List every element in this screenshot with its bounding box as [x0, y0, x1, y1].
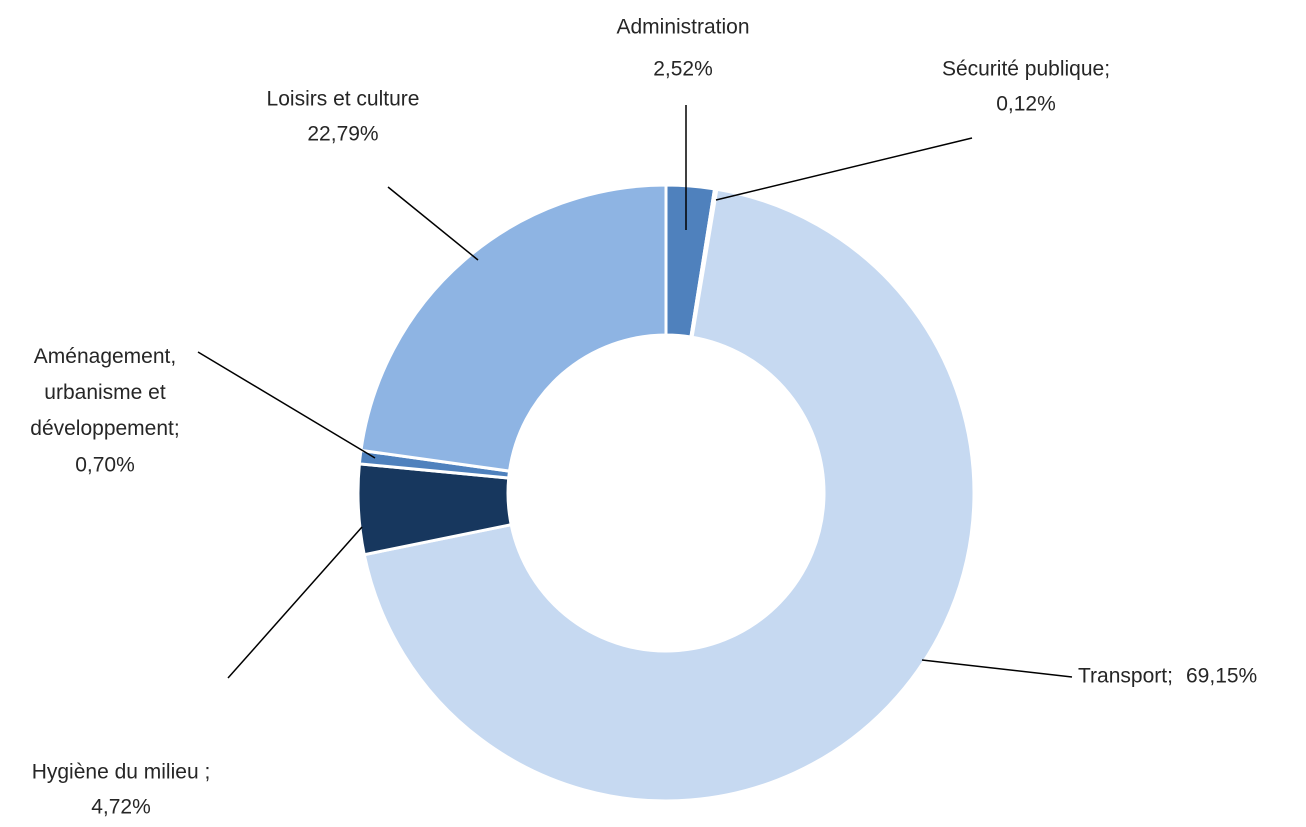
- category-label: Hygiène du milieu ;: [32, 761, 211, 784]
- value-label: 4,72%: [91, 796, 151, 819]
- leader-line: [227, 526, 363, 679]
- donut-slice: [362, 187, 976, 803]
- leader-line: [387, 186, 479, 261]
- donut-slice: [359, 183, 668, 473]
- category-label: Aménagement, urbanisme et développement;: [30, 345, 179, 440]
- leader-line: [197, 351, 376, 459]
- value-label: 0,12%: [996, 93, 1056, 116]
- value-label: 69,15%: [1186, 665, 1257, 688]
- leader-line: [715, 137, 973, 201]
- category-label: Loisirs et culture: [267, 88, 420, 111]
- leader-line: [921, 659, 1073, 678]
- value-label: 22,79%: [307, 123, 378, 146]
- category-label: Administration: [616, 16, 749, 39]
- category-label: Sécurité publique;: [942, 58, 1110, 81]
- category-label: Transport;: [1078, 665, 1173, 688]
- value-label: 2,52%: [653, 58, 713, 81]
- value-label: 0,70%: [75, 454, 135, 477]
